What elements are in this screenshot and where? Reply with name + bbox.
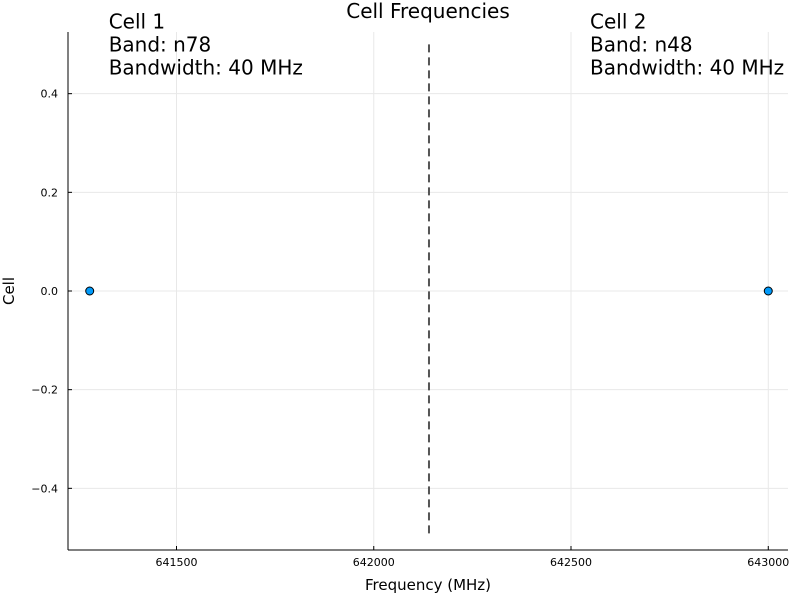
x-axis-label: Frequency (MHz) xyxy=(365,576,491,594)
tick-labels: 641500 642000 642500 643000 −0.4 −0.2 0.0 0.2 0.… xyxy=(31,88,789,569)
data-point xyxy=(85,286,95,296)
data-points xyxy=(85,286,773,296)
annotation-line: Band: n78 xyxy=(109,32,212,56)
annotation-line: Cell 1 xyxy=(109,9,165,33)
y-tick-label: 0.0 xyxy=(41,285,59,298)
axes xyxy=(67,32,788,551)
y-tick-label: 0.4 xyxy=(41,88,59,101)
data-point xyxy=(763,286,773,296)
annotation-line: Bandwidth: 40 MHz xyxy=(109,55,303,79)
annotation-line: Bandwidth: 40 MHz xyxy=(590,55,784,79)
x-tick-label: 641500 xyxy=(155,556,197,569)
x-tick-label: 642000 xyxy=(353,556,395,569)
x-tick-label: 642500 xyxy=(550,556,592,569)
chart-title: Cell Frequencies xyxy=(346,0,510,23)
y-tick-label: −0.4 xyxy=(31,482,58,495)
y-axis-label: Cell xyxy=(0,277,18,305)
annotation-line: Band: n48 xyxy=(590,32,693,56)
y-tick-label: 0.2 xyxy=(41,186,59,199)
annotation-line: Cell 2 xyxy=(590,9,646,33)
x-tick-label: 643000 xyxy=(747,556,789,569)
y-tick-label: −0.2 xyxy=(31,384,58,397)
